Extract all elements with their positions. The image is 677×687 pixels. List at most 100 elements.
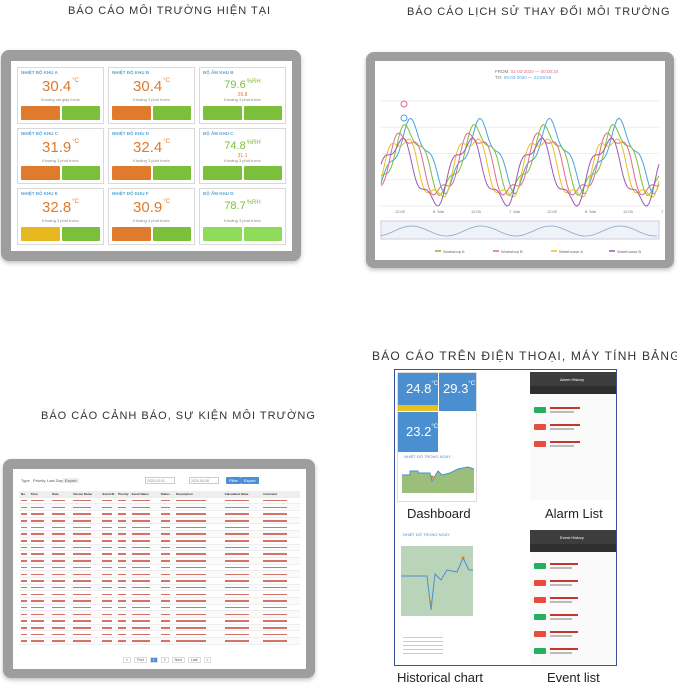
table-row[interactable] xyxy=(19,584,300,592)
mobile-history-chart[interactable] xyxy=(397,540,477,630)
mobile-dashboard-tile[interactable]: 23.2°C xyxy=(398,412,438,452)
sensor-tile[interactable]: NHIỆT ĐỘ KHU D 32.4°C Khoảng 3 phút trước xyxy=(108,127,195,185)
table-row[interactable] xyxy=(19,591,300,598)
alarm-list-item[interactable] xyxy=(532,402,614,418)
table-cell xyxy=(100,639,116,643)
tile-status-bars xyxy=(21,166,100,181)
table-cell xyxy=(130,539,159,543)
filter-type[interactable]: Type xyxy=(21,478,30,483)
table-row[interactable] xyxy=(19,517,300,525)
series-line[interactable] xyxy=(380,137,660,207)
alarm-list-item[interactable] xyxy=(532,419,614,435)
legend-label[interactable]: Workshop B xyxy=(501,249,523,254)
filter-last-day[interactable]: Last Day xyxy=(47,478,63,483)
mobile-dashboard-tile[interactable]: 29.3°C xyxy=(439,373,476,405)
navigator-strip[interactable] xyxy=(380,220,660,240)
legend-label[interactable]: Warehouse A xyxy=(559,249,583,254)
event-list-item[interactable] xyxy=(532,592,614,608)
table-row[interactable] xyxy=(19,557,300,565)
sensor-tile[interactable]: ĐỘ ẨM KHU B 79.6%RH 29.8 Khoảng 3 phút trướ… xyxy=(199,67,286,124)
table-row[interactable] xyxy=(19,538,300,545)
table-header-cell[interactable]: Event Name xyxy=(131,491,149,496)
table-header-cell[interactable]: Status xyxy=(160,491,170,496)
pager-item[interactable]: « xyxy=(123,657,131,663)
table-header-cell[interactable]: Event ID xyxy=(102,491,115,496)
export-button[interactable]: Export xyxy=(241,477,259,484)
tile-status-strip xyxy=(439,405,476,411)
table-cell xyxy=(223,639,262,643)
table-header-cell[interactable]: Date xyxy=(52,491,59,496)
flag-marker[interactable] xyxy=(400,100,408,108)
pager-item[interactable]: Next xyxy=(171,657,185,663)
table-row[interactable] xyxy=(19,631,300,639)
table-header-cell[interactable]: Calculated Value xyxy=(224,491,249,496)
table-row[interactable] xyxy=(19,524,300,532)
date-to-input[interactable]: 2020-03-08 xyxy=(189,477,219,484)
event-list-item[interactable] xyxy=(532,558,614,574)
table-row[interactable] xyxy=(19,531,300,538)
sensor-tile[interactable]: NHIỆT ĐỘ KHU A 30.4°C Khoảng vài giây trướ… xyxy=(17,67,104,124)
table-header-cell[interactable]: Device Name xyxy=(73,491,93,496)
series-line[interactable] xyxy=(380,117,660,195)
table-header-cell[interactable]: No. xyxy=(21,491,26,496)
table-row[interactable] xyxy=(19,605,300,612)
table-cell xyxy=(29,579,50,583)
table-row[interactable] xyxy=(19,624,300,632)
table-row[interactable] xyxy=(19,638,300,645)
table-cell xyxy=(223,599,262,603)
status-cell xyxy=(152,105,191,120)
event-list-item[interactable] xyxy=(532,626,614,642)
table-header-cell[interactable]: Comment xyxy=(263,491,278,496)
table-row[interactable] xyxy=(19,578,300,585)
filter-button[interactable]: Filter xyxy=(226,477,241,484)
filter-export[interactable]: Export xyxy=(63,478,79,483)
pager-item[interactable]: First xyxy=(133,657,147,663)
table-row[interactable] xyxy=(19,618,300,625)
tile-title: ĐỘ ẨM KHU D xyxy=(203,191,234,197)
table-row[interactable] xyxy=(19,544,300,552)
table-header-cell[interactable]: Time xyxy=(30,491,38,496)
history-line-chart[interactable]: 12:00 6. Mar 12:00 7. Mar 12:00 6. Mar 12:00 7.… xyxy=(375,61,665,260)
table-row[interactable] xyxy=(19,504,300,512)
legend-label[interactable]: Workshop A xyxy=(443,249,465,254)
sensor-tile[interactable]: NHIỆT ĐỘ KHU B 30.4°C Khoảng 3 phút trước xyxy=(108,67,195,124)
pager-item[interactable]: 2 xyxy=(160,657,169,663)
table-row[interactable] xyxy=(19,511,300,518)
pager-item[interactable]: » xyxy=(203,657,212,663)
table-row[interactable] xyxy=(19,598,300,605)
series-line[interactable] xyxy=(380,138,660,198)
sensor-tile[interactable]: NHIỆT ĐỘ KHU C 31.9°C Khoảng 3 phút trước xyxy=(17,127,104,185)
event-list-item[interactable] xyxy=(532,643,614,659)
alarm-list-item[interactable] xyxy=(532,436,614,452)
pager-item[interactable]: Last xyxy=(187,657,201,663)
legend-label[interactable]: Warehouse B xyxy=(617,249,641,254)
tile-title: NHIỆT ĐỘ KHU D xyxy=(112,130,149,136)
table-row[interactable] xyxy=(19,611,300,619)
sensor-tile[interactable]: NHIỆT ĐỘ KHU E 32.8°C Khoảng 3 phút trước xyxy=(17,188,104,245)
table-cell xyxy=(19,505,29,509)
mobile-dashboard-chart[interactable] xyxy=(398,461,477,501)
series-line[interactable] xyxy=(380,123,660,197)
table-header-cell[interactable]: Priority xyxy=(117,491,129,496)
table-row[interactable] xyxy=(19,571,300,578)
flag-marker[interactable] xyxy=(400,114,408,122)
event-list-item[interactable] xyxy=(532,575,614,591)
mobile-dashboard-tile[interactable]: 24.8°C xyxy=(398,373,438,405)
sensor-tile[interactable]: ĐỘ ẨM KHU D 78.7%RH Khoảng 3 phút trước xyxy=(199,188,286,245)
tile-updated-text: Khoảng 3 phút trước xyxy=(133,97,170,102)
table-row[interactable] xyxy=(19,551,300,558)
event-list-item[interactable] xyxy=(532,609,614,625)
table-cell xyxy=(71,525,100,529)
table-cell xyxy=(116,639,130,643)
date-from-input[interactable]: 2020-03-01 xyxy=(145,477,175,484)
table-row[interactable] xyxy=(19,565,300,572)
table-cell xyxy=(159,505,175,509)
mobile-dashboard-value: 29.3°C xyxy=(443,381,476,396)
sensor-tile[interactable]: NHIỆT ĐỘ KHU F 30.9°C Khoảng 3 phút trước xyxy=(108,188,195,245)
table-row[interactable] xyxy=(19,498,300,505)
table-cell xyxy=(116,612,130,616)
filter-priority[interactable]: Priority xyxy=(33,478,46,483)
pager-item[interactable]: 1 xyxy=(149,657,158,663)
table-header-cell[interactable]: Description xyxy=(176,491,193,496)
sensor-tile[interactable]: ĐỘ ẨM KHU C 74.8%RH 31.1 Khoảng 3 phút trướ… xyxy=(199,127,286,185)
